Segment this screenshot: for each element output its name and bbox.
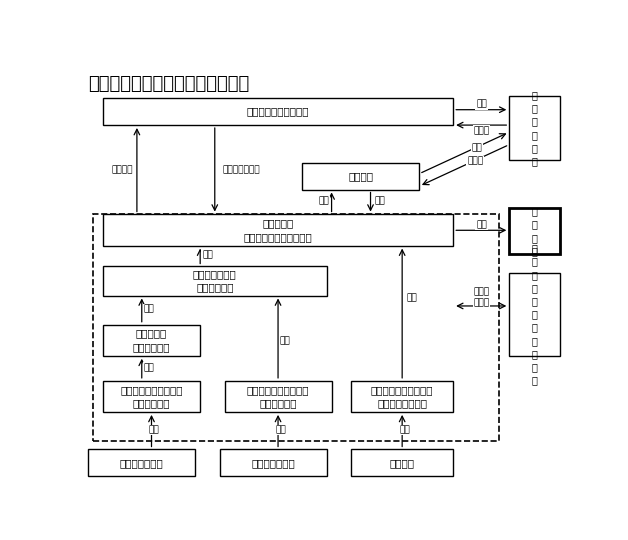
Text: 報告: 報告 [280, 337, 291, 346]
Text: 報告: 報告 [476, 100, 487, 109]
Text: 報告: 報告 [144, 363, 154, 372]
Text: 担当部署、連結子会社
（内容確認）: 担当部署、連結子会社 （内容確認） [120, 385, 183, 408]
Text: 承認、開示指示: 承認、開示指示 [223, 165, 261, 174]
Text: 取締役会: 取締役会 [349, 171, 373, 181]
Bar [509, 208, 560, 254]
Text: 決算情報: 決算情報 [389, 458, 414, 468]
Text: 担当部署、連結子会社
（資料作成など）: 担当部署、連結子会社 （資料作成など） [371, 385, 433, 408]
Bar [103, 325, 200, 356]
Text: 確認: 確認 [149, 426, 160, 434]
Bar [103, 266, 327, 295]
Text: 意見等: 意見等 [474, 126, 490, 135]
Bar [351, 449, 453, 476]
Text: 会社情報の適時開示に係る体制図: 会社情報の適時開示に係る体制図 [88, 75, 249, 93]
Text: 開示稟議: 開示稟議 [112, 165, 133, 174]
Text: 監
査
等
委
員
会: 監 査 等 委 員 会 [532, 90, 538, 166]
Text: 報告: 報告 [406, 293, 417, 302]
Text: 意見等: 意見等 [467, 157, 483, 166]
Text: 報告: 報告 [471, 144, 482, 152]
Bar [103, 214, 453, 246]
Bar [103, 98, 453, 125]
Text: 経営企画部
（開示資料作成、開示）: 経営企画部 （開示資料作成、開示） [244, 219, 312, 242]
Text: 取締役会、連結子会社
（内容確認）: 取締役会、連結子会社 （内容確認） [247, 385, 310, 408]
Bar [88, 449, 195, 476]
Text: 顧
問
弁
護
士
・
会
計
監
査
人: 顧 問 弁 護 士 ・ 会 計 監 査 人 [532, 244, 538, 385]
Bar [225, 381, 332, 412]
Bar [220, 449, 327, 476]
Text: 情報取扱責任者
（内容確認）: 情報取扱責任者 （内容確認） [193, 269, 237, 293]
Text: 開示: 開示 [476, 220, 487, 230]
Text: 付議: 付議 [319, 197, 330, 206]
Text: 相談、
監査等: 相談、 監査等 [474, 288, 490, 308]
Text: 頭取、情報取扱責任者: 頭取、情報取扱責任者 [247, 106, 310, 117]
Text: 重要事項の決定: 重要事項の決定 [251, 458, 295, 468]
Bar [93, 214, 499, 441]
Text: 確認: 確認 [275, 426, 286, 434]
Text: 重要事項の発生: 重要事項の発生 [120, 458, 164, 468]
Text: 承認: 承認 [375, 197, 386, 206]
Bar [351, 381, 453, 412]
Text: 指示: 指示 [202, 251, 213, 260]
Bar [509, 273, 560, 356]
Bar [509, 96, 560, 160]
Bar [103, 381, 200, 412]
Bar [303, 163, 420, 190]
Text: 報告: 報告 [144, 305, 154, 314]
Text: 経営企画部
（内容確認）: 経営企画部 （内容確認） [133, 329, 170, 352]
Text: 適
時
開
示: 適 時 開 示 [532, 206, 538, 256]
Text: 確認: 確認 [399, 426, 410, 434]
